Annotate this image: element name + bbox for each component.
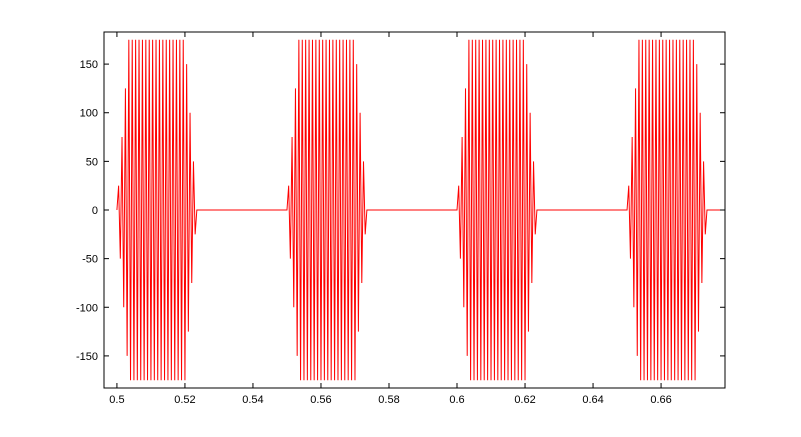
y-tick-label: 0 — [92, 205, 98, 217]
axes-box — [103, 31, 726, 389]
x-tick-label: 0.52 — [174, 394, 195, 406]
x-tick-label: 0.6 — [449, 394, 464, 406]
signal-line — [116, 39, 725, 381]
x-tick-label: 0.56 — [310, 394, 331, 406]
x-tick-label: 0.58 — [378, 394, 399, 406]
x-tick-label: 0.5 — [109, 394, 124, 406]
y-tick-label: -100 — [76, 302, 98, 314]
x-tick-label: 0.66 — [650, 394, 671, 406]
y-tick-label: 150 — [80, 59, 98, 71]
x-tick-label: 0.62 — [514, 394, 535, 406]
y-tick-label: 50 — [86, 156, 98, 168]
y-tick-label: -150 — [76, 351, 98, 363]
y-tick-label: 100 — [80, 108, 98, 120]
y-tick-label: -50 — [82, 254, 98, 266]
x-tick-label: 0.54 — [242, 394, 263, 406]
x-tick-label: 0.64 — [582, 394, 603, 406]
